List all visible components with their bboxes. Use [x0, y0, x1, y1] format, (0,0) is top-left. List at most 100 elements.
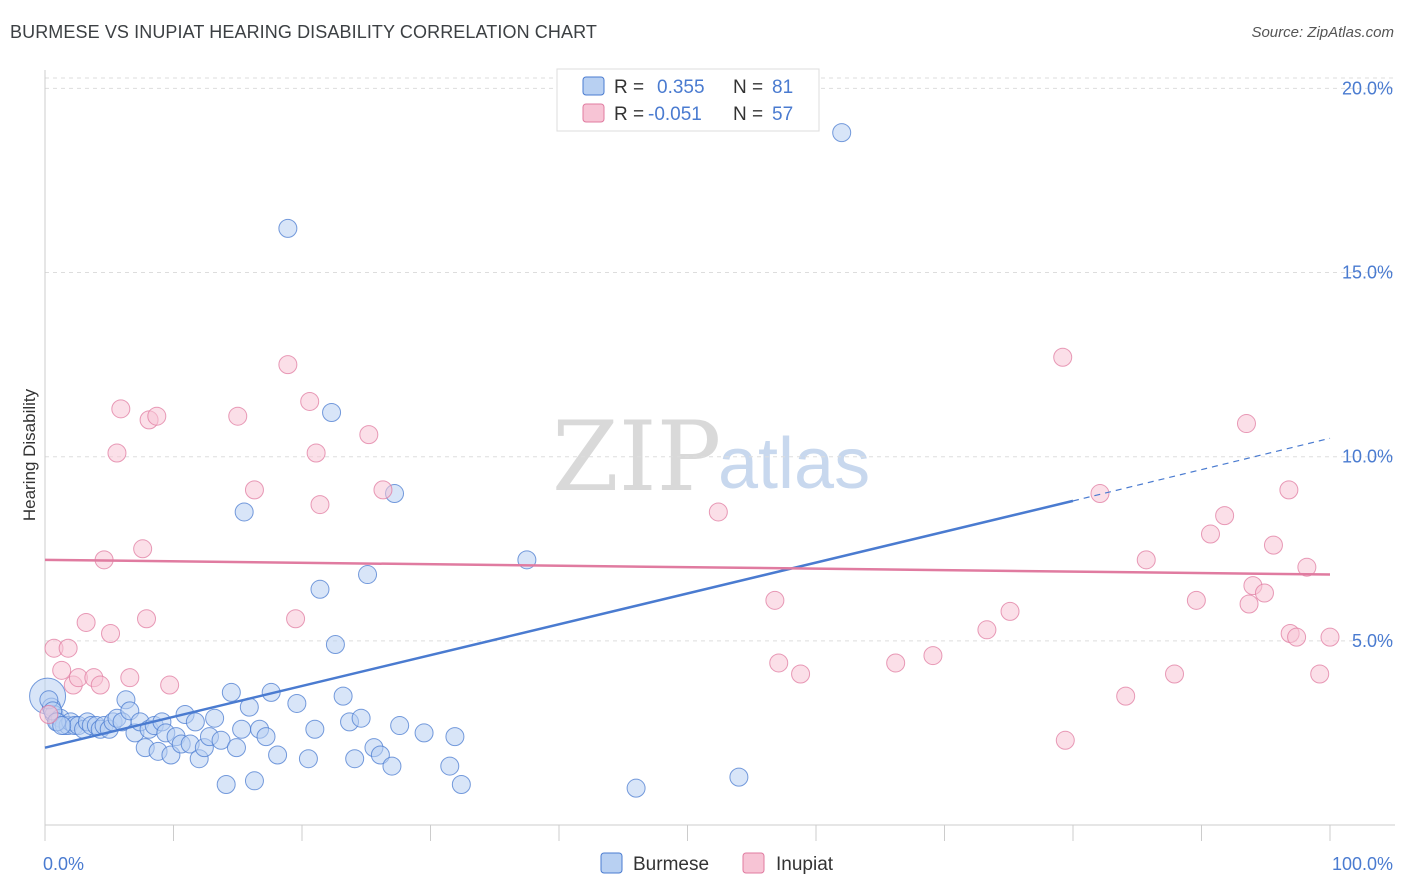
burmese-point — [358, 565, 378, 585]
inupiat-point — [58, 638, 78, 658]
burmese-point — [382, 756, 402, 776]
bottom-legend: Burmese Inupiat — [600, 852, 834, 875]
bottom-legend-swatch-burmese — [600, 852, 623, 874]
inupiat-point — [120, 668, 140, 688]
bottom-legend-label-inupiat: Inupiat — [776, 854, 834, 875]
trend-lines — [44, 437, 1331, 749]
inupiat-point — [791, 664, 811, 684]
inupiat-point — [359, 425, 379, 445]
inupiat-point — [1165, 664, 1185, 684]
burmese-point — [268, 745, 288, 765]
inupiat-point — [708, 502, 728, 522]
inupiat-point — [107, 443, 127, 463]
burmese-point — [52, 716, 72, 736]
inupiat-point — [133, 539, 153, 559]
inupiat-point — [300, 391, 320, 411]
inupiat-point — [101, 623, 121, 643]
inupiat-point — [228, 406, 248, 426]
burmese-point — [832, 123, 852, 143]
x-tick-label: 0.0% — [43, 854, 84, 874]
inupiat-point — [1310, 664, 1330, 684]
inupiat-point — [1053, 347, 1073, 367]
inupiat-point — [923, 646, 943, 666]
burmese-point — [445, 727, 465, 747]
inupiat-point — [1263, 535, 1283, 555]
legend-n-label-burmese: N = — [733, 77, 763, 98]
burmese-point — [626, 778, 646, 798]
inupiat-point — [1186, 590, 1206, 610]
grid-lines — [45, 77, 1395, 642]
y-axis-label: Hearing Disability — [20, 388, 39, 521]
inupiat-points — [39, 93, 1340, 750]
watermark: ZIP atlas — [552, 401, 870, 513]
legend-r-value-inupiat: -0.051 — [648, 104, 702, 125]
inupiat-point — [1136, 550, 1156, 570]
inupiat-point — [373, 480, 393, 500]
legend: R = 0.355 N = 81 R = -0.051 N = 57 — [556, 68, 820, 132]
legend-swatch-burmese — [582, 76, 605, 96]
burmese-point — [232, 719, 252, 739]
legend-n-value-inupiat: 57 — [772, 104, 793, 125]
inupiat-point — [310, 495, 330, 515]
legend-n-label-inupiat: N = — [733, 104, 763, 125]
burmese-point — [205, 708, 225, 728]
burmese-point — [325, 635, 345, 655]
burmese-point — [345, 749, 365, 769]
y-tick-label: 15.0% — [1342, 263, 1393, 283]
burmese-point — [414, 723, 434, 743]
inupiat-point — [1239, 594, 1259, 614]
burmese-point — [351, 708, 371, 728]
inupiat-point — [1236, 414, 1256, 434]
inupiat-point — [1116, 686, 1136, 706]
burmese-trend-line — [44, 499, 1074, 749]
inupiat-point — [1200, 524, 1220, 544]
inupiat-point — [147, 406, 167, 426]
burmese-point — [211, 730, 231, 750]
y-tick-labels: 5.0% 10.0% 15.0% 20.0% — [1342, 78, 1393, 650]
inupiat-point — [306, 443, 326, 463]
inupiat-point — [765, 590, 785, 610]
bottom-legend-label-burmese: Burmese — [633, 854, 709, 875]
bottom-legend-swatch-inupiat — [742, 852, 765, 874]
burmese-point — [440, 756, 460, 776]
burmese-point — [226, 738, 246, 758]
legend-r-label-burmese: R = — [614, 77, 644, 98]
y-tick-label: 5.0% — [1352, 631, 1393, 651]
inupiat-point — [1055, 730, 1075, 750]
inupiat-point — [76, 612, 96, 632]
inupiat-point — [1320, 627, 1340, 647]
burmese-point — [256, 727, 276, 747]
burmese-point — [333, 686, 353, 706]
inupiat-point — [886, 653, 906, 673]
x-tick-label: 100.0% — [1332, 854, 1393, 874]
inupiat-point — [286, 609, 306, 629]
inupiat-point — [1279, 480, 1299, 500]
source-label: Source: ZipAtlas.com — [1251, 24, 1394, 41]
inupiat-point — [1215, 506, 1235, 526]
inupiat-point — [769, 653, 789, 673]
inupiat-point — [1297, 557, 1317, 577]
burmese-point — [451, 774, 471, 794]
inupiat-point — [52, 660, 72, 680]
chart-title: BURMESE VS INUPIAT HEARING DISABILITY CO… — [10, 22, 597, 42]
burmese-point — [185, 712, 205, 732]
y-tick-label: 10.0% — [1342, 447, 1393, 467]
burmese-point — [310, 579, 330, 599]
burmese-point — [729, 767, 749, 787]
burmese-point — [221, 682, 241, 702]
inupiat-point — [1287, 627, 1307, 647]
inupiat-point — [160, 675, 180, 695]
inupiat-point — [278, 355, 298, 375]
inupiat-point — [137, 609, 157, 629]
legend-r-value-burmese: 0.355 — [657, 77, 705, 98]
burmese-point — [298, 749, 318, 769]
inupiat-point — [1000, 601, 1020, 621]
burmese-trend-extension — [1072, 437, 1331, 502]
x-tick-labels: 0.0% 100.0% — [43, 854, 1393, 874]
burmese-point — [234, 502, 254, 522]
burmese-point — [322, 403, 342, 423]
y-tick-label: 20.0% — [1342, 78, 1393, 98]
legend-r-label-inupiat: R = — [614, 104, 644, 125]
burmese-point — [305, 719, 325, 739]
